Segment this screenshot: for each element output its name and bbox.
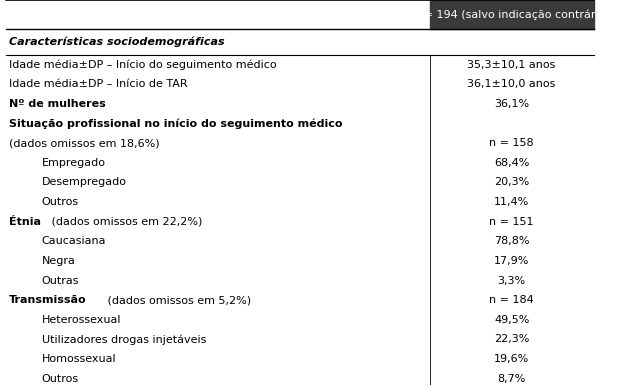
Text: 22,3%: 22,3%	[494, 335, 530, 345]
Text: Situação profissional no início do seguimento médico: Situação profissional no início do segui…	[9, 119, 342, 129]
Text: Idade média±DP – Início de TAR: Idade média±DP – Início de TAR	[9, 79, 188, 89]
Text: Nº de mulheres: Nº de mulheres	[9, 99, 106, 109]
Text: 20,3%: 20,3%	[494, 177, 530, 187]
Text: 36,1%: 36,1%	[494, 99, 529, 109]
Text: 49,5%: 49,5%	[494, 315, 530, 325]
Text: Outros: Outros	[42, 373, 79, 383]
Text: Empregado: Empregado	[42, 158, 106, 168]
Text: 35,3±10,1 anos: 35,3±10,1 anos	[468, 60, 556, 70]
Text: n = 194 (salvo indicação contrária): n = 194 (salvo indicação contrária)	[413, 9, 610, 20]
Text: (dados omissos em 18,6%): (dados omissos em 18,6%)	[9, 138, 160, 148]
Text: 8,7%: 8,7%	[498, 373, 526, 383]
Text: Outras: Outras	[42, 276, 80, 286]
Text: 19,6%: 19,6%	[494, 354, 530, 364]
Text: Transmissão: Transmissão	[9, 295, 86, 305]
Text: Desempregado: Desempregado	[42, 177, 127, 187]
Text: Heterossexual: Heterossexual	[42, 315, 121, 325]
Text: Étnia: Étnia	[9, 217, 41, 227]
Text: n = 158: n = 158	[490, 138, 534, 148]
Text: (dados omissos em 5,2%): (dados omissos em 5,2%)	[105, 295, 252, 305]
Text: 78,8%: 78,8%	[494, 236, 530, 246]
Text: 36,1±10,0 anos: 36,1±10,0 anos	[468, 79, 556, 89]
Text: Caucasiana: Caucasiana	[42, 236, 106, 246]
Text: Idade média±DP – Início do seguimento médico: Idade média±DP – Início do seguimento mé…	[9, 60, 277, 70]
Text: n = 184: n = 184	[490, 295, 534, 305]
Text: n = 151: n = 151	[490, 217, 534, 227]
Text: Características sociodemográficas: Características sociodemográficas	[9, 37, 225, 47]
Text: 3,3%: 3,3%	[498, 276, 526, 286]
Bar	[429, 0, 593, 29]
Text: 68,4%: 68,4%	[494, 158, 530, 168]
Text: (dados omissos em 22,2%): (dados omissos em 22,2%)	[48, 217, 203, 227]
Text: Homossexual: Homossexual	[42, 354, 116, 364]
Text: Negra: Negra	[42, 256, 76, 266]
Text: 11,4%: 11,4%	[494, 197, 530, 207]
Text: Outros: Outros	[42, 197, 79, 207]
Text: 17,9%: 17,9%	[494, 256, 530, 266]
Text: Utilizadores drogas injetáveis: Utilizadores drogas injetáveis	[42, 334, 206, 345]
